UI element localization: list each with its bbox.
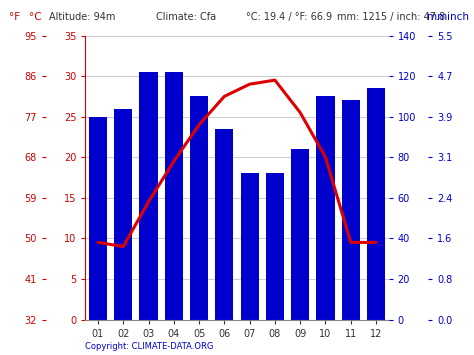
Text: inch: inch bbox=[447, 12, 469, 22]
Bar bbox=[342, 100, 360, 320]
Text: Climate: Cfa: Climate: Cfa bbox=[156, 12, 217, 22]
Bar bbox=[114, 109, 132, 320]
Bar bbox=[89, 117, 107, 320]
Text: °C: °C bbox=[29, 12, 42, 22]
Bar bbox=[164, 72, 183, 320]
Bar bbox=[266, 174, 284, 320]
Text: mm: mm bbox=[427, 12, 447, 22]
Text: mm: 1215 / inch: 47.8: mm: 1215 / inch: 47.8 bbox=[337, 12, 445, 22]
Text: °C: 19.4 / °F: 66.9: °C: 19.4 / °F: 66.9 bbox=[246, 12, 333, 22]
Bar bbox=[215, 129, 234, 320]
Text: Copyright: CLIMATE-DATA.ORG: Copyright: CLIMATE-DATA.ORG bbox=[85, 342, 214, 351]
Bar bbox=[139, 72, 158, 320]
Bar bbox=[190, 96, 208, 320]
Text: Altitude: 94m: Altitude: 94m bbox=[49, 12, 115, 22]
Bar bbox=[291, 149, 310, 320]
Bar bbox=[240, 174, 259, 320]
Text: °F: °F bbox=[9, 12, 20, 22]
Bar bbox=[367, 88, 385, 320]
Bar bbox=[316, 96, 335, 320]
